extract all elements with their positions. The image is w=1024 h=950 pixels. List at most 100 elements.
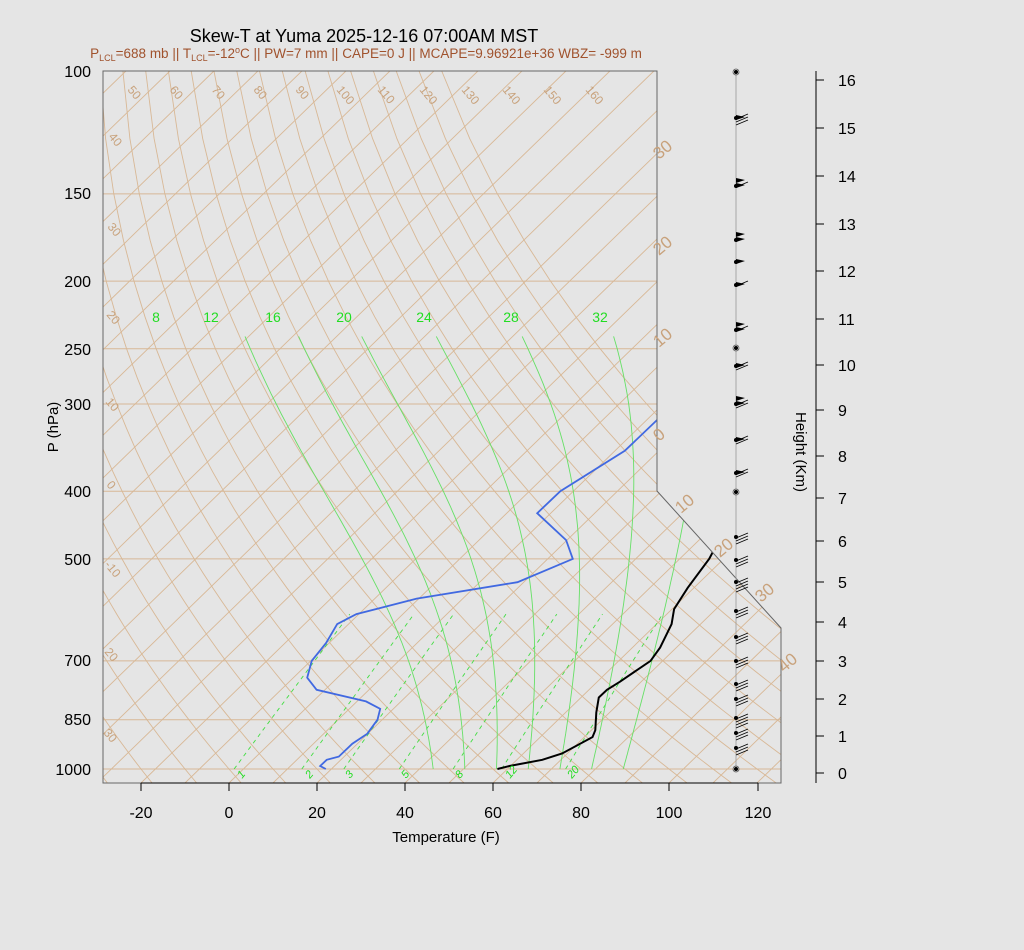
dry-adiabat-line <box>103 71 377 783</box>
moist-adiabat-line <box>361 336 498 770</box>
dry-adiabat-line <box>103 71 154 783</box>
isotherm-line <box>103 71 567 783</box>
y2-axis-label: Height (Km) <box>792 412 809 492</box>
isotherm-label: 70 <box>209 83 229 102</box>
wind-barb-line <box>735 635 749 642</box>
wind-flag <box>736 178 745 183</box>
subtitle-degree: o <box>235 45 240 55</box>
isotherm-top-labels: 50 60 70 80 90 100 110 120 130 140 150 1… <box>101 83 607 745</box>
wind-barb-line <box>735 538 749 545</box>
wind-barb-line <box>735 734 749 741</box>
wind-barb-line <box>735 119 749 126</box>
wind-barb-line <box>735 364 749 371</box>
temperature-axis: -20 0 20 40 60 80 100 120 Temperature (F… <box>129 782 772 846</box>
dry-adiabat-lines <box>103 71 781 783</box>
height-tick-label: 0 <box>838 766 847 783</box>
height-tick-label: 9 <box>838 403 847 420</box>
wind-barb-line <box>735 694 749 701</box>
height-tick-label: 15 <box>838 121 856 138</box>
isotherm-line <box>103 71 127 783</box>
height-tick-label: 1 <box>838 729 847 746</box>
wind-barb-line <box>735 181 749 188</box>
wind-barb-column <box>732 68 749 773</box>
isotherm-line <box>228 71 781 783</box>
pressure-tick-label: 150 <box>64 186 91 203</box>
isotherm-label: 150 <box>541 83 565 108</box>
subtitle-p-val: =688 mb || T <box>116 46 191 61</box>
isotherm-line <box>0 71 82 783</box>
mixing-ratio-line <box>301 613 415 770</box>
height-tick-label: 4 <box>838 615 847 632</box>
plot-area <box>0 71 1024 783</box>
dry-adiabat-line <box>103 71 198 783</box>
wind-barb-line <box>735 561 749 568</box>
y-axis-label: P (hPa) <box>45 402 62 453</box>
wind-barb-line <box>735 612 749 619</box>
moist-adiabat-line <box>591 336 635 770</box>
mixing-ratio-line <box>565 613 663 770</box>
dry-adiabat-line <box>372 71 781 783</box>
mixing-ratio-small-label: 3 <box>343 768 357 781</box>
x-tick-label: 120 <box>745 805 772 822</box>
isotherm-line <box>0 71 38 783</box>
wind-barb-line <box>735 682 749 689</box>
pressure-tick-label: 500 <box>64 552 91 569</box>
isotherm-line <box>103 71 479 783</box>
x-axis-label: Temperature (F) <box>392 829 500 846</box>
x-tick-label: 80 <box>572 805 590 822</box>
isotherm-line <box>624 71 781 783</box>
wind-barb-point <box>734 767 738 771</box>
pressure-tick-label: 250 <box>64 342 91 359</box>
x-tick-label: 100 <box>656 805 683 822</box>
x-tick-label: -20 <box>129 805 152 822</box>
wind-barb-line <box>735 471 749 478</box>
wind-flag <box>736 259 745 264</box>
wind-barb-line <box>735 728 749 735</box>
wind-flag <box>736 322 745 327</box>
dry-adiabat-line <box>418 71 781 783</box>
moist-adiabat-line <box>521 336 581 770</box>
wind-barb-line <box>735 361 749 368</box>
isotherm-big-label: 20 <box>710 534 737 561</box>
dry-adiabat-line <box>281 71 781 783</box>
mixing-ratio-label: 16 <box>265 309 281 325</box>
dry-adiabat-line <box>327 71 781 783</box>
wind-barb-point <box>734 490 738 494</box>
isotherm-line <box>316 71 781 783</box>
x-tick-label: 60 <box>484 805 502 822</box>
isotherm-label: 30 <box>101 726 121 745</box>
height-tick-label: 14 <box>838 169 856 186</box>
isotherm-label: 20 <box>104 308 124 327</box>
wind-barb-line <box>735 679 749 686</box>
calm-wind-circle <box>732 765 740 773</box>
wind-barb-line <box>735 662 749 669</box>
dry-adiabat-line <box>259 71 778 783</box>
isotherm-line <box>536 71 781 783</box>
isotherm-line <box>272 71 781 783</box>
pressure-tick-label: 700 <box>64 653 91 670</box>
wind-barb-line <box>735 638 749 645</box>
mixing-ratio-label: 32 <box>592 309 608 325</box>
wind-barb-line <box>735 659 749 666</box>
dry-adiabat-line <box>122 71 510 783</box>
dry-adiabat-line <box>103 71 332 783</box>
isotherm-line <box>103 71 523 783</box>
height-tick-label: 10 <box>838 358 856 375</box>
wind-flag <box>736 237 745 242</box>
dry-adiabat-line <box>350 71 781 783</box>
mixing-ratio-label: 12 <box>203 309 219 325</box>
wind-barb-line <box>735 716 749 723</box>
dry-adiabat-line <box>190 71 644 783</box>
chart-title: Skew-T at Yuma 2025-12-16 07:00AM MST <box>190 26 539 46</box>
wind-barb-line <box>735 555 749 562</box>
wind-barb-point <box>734 346 738 350</box>
moist-adiabat-line <box>244 336 434 770</box>
isotherm-line <box>845 71 1024 783</box>
height-tick-label: 7 <box>838 491 847 508</box>
isotherm-line <box>103 71 699 783</box>
dry-adiabat-line <box>103 71 421 783</box>
wind-barb-line <box>735 558 749 565</box>
isotherm-big-label: 10 <box>671 490 698 517</box>
